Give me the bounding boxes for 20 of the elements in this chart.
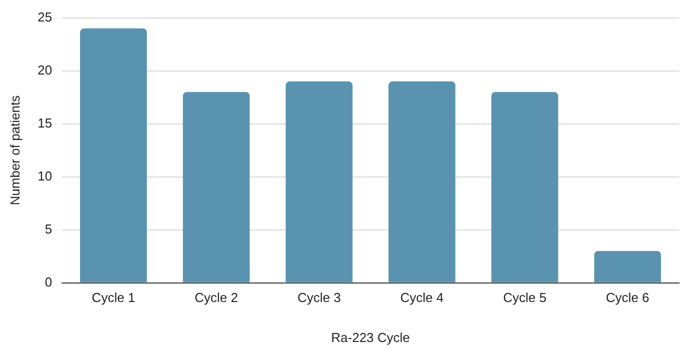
x-tick-label: Cycle 2 (194, 290, 238, 306)
y-tick-label: 15 (38, 115, 52, 130)
bar (594, 251, 662, 282)
bar (286, 81, 353, 282)
y-tick-label: 20 (38, 62, 52, 78)
y-tick-label: 5 (44, 221, 52, 236)
y-tick-label: 10 (38, 168, 52, 184)
x-tick-label: Cycle 1 (92, 290, 136, 306)
x-tick-label: Cycle 3 (297, 290, 341, 306)
bar (388, 81, 456, 282)
x-tick-label: Cycle 5 (503, 290, 546, 306)
bar (80, 28, 147, 282)
y-tick-label: 25 (38, 9, 52, 24)
bar (491, 92, 558, 282)
x-tick-label: Cycle 4 (400, 290, 444, 306)
y-axis-title: Number of patients (7, 94, 22, 206)
y-tick-label: 0 (44, 274, 52, 290)
bar (182, 92, 250, 282)
x-tick-label: Cycle 6 (606, 290, 650, 306)
x-axis-title: Ra-223 Cycle (331, 330, 410, 345)
